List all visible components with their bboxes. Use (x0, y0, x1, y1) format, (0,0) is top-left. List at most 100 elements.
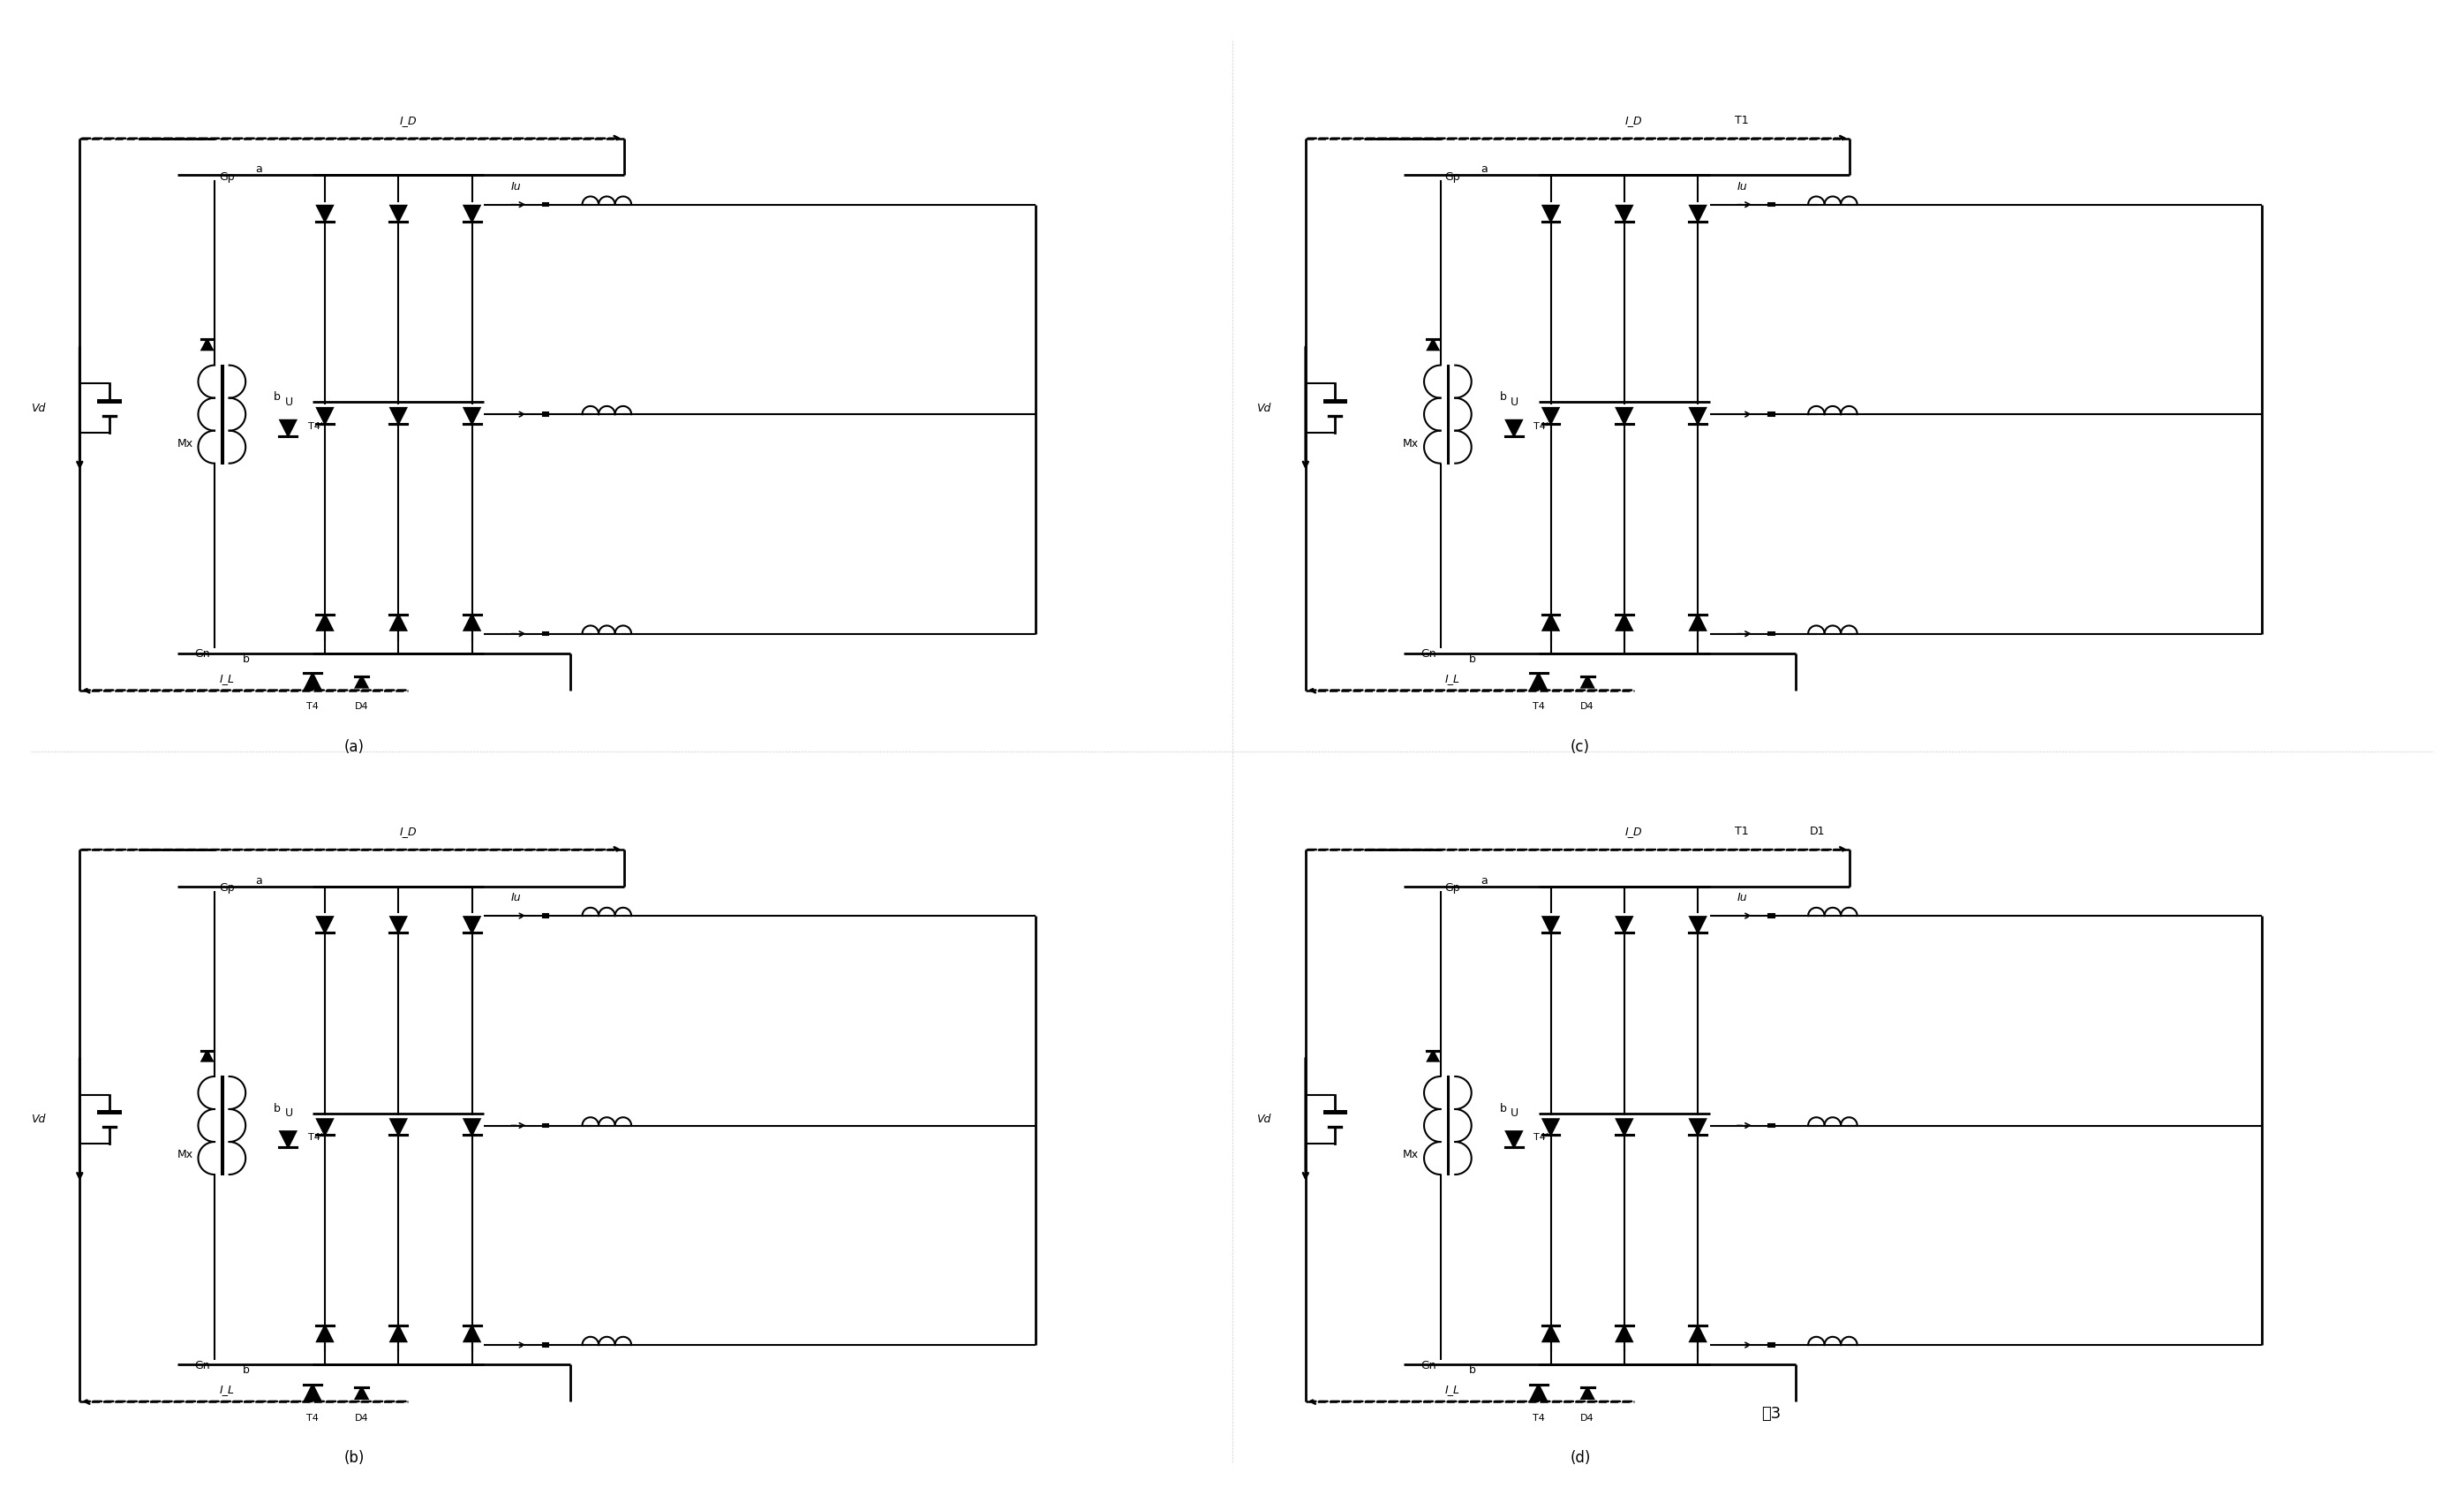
Polygon shape (281, 1132, 296, 1147)
Polygon shape (318, 1120, 333, 1135)
Polygon shape (1582, 1387, 1594, 1399)
Text: Vd: Vd (1257, 1114, 1271, 1126)
Polygon shape (389, 1120, 407, 1135)
Polygon shape (1616, 1326, 1631, 1342)
Bar (1769, 1344, 1774, 1347)
Text: I_D: I_D (399, 114, 416, 126)
Text: T4: T4 (1533, 1414, 1545, 1422)
Text: b: b (1501, 1103, 1506, 1114)
Polygon shape (306, 1384, 320, 1401)
Polygon shape (1690, 917, 1705, 933)
Text: b: b (1469, 1365, 1476, 1377)
Polygon shape (1690, 206, 1705, 221)
Polygon shape (1542, 615, 1560, 630)
Polygon shape (1542, 1120, 1560, 1135)
Text: T4': T4' (308, 422, 323, 431)
Text: D4: D4 (355, 1414, 370, 1422)
Polygon shape (355, 1387, 367, 1399)
Bar (1769, 203, 1774, 206)
Text: U: U (1510, 1108, 1518, 1118)
Polygon shape (463, 206, 480, 221)
Text: T4: T4 (1533, 702, 1545, 711)
Text: I_L: I_L (1446, 673, 1461, 684)
Polygon shape (1542, 407, 1560, 424)
Text: a: a (1481, 164, 1488, 176)
Polygon shape (1506, 421, 1523, 436)
Bar (542, 203, 549, 206)
Text: U: U (286, 1108, 293, 1118)
Text: b: b (274, 1103, 281, 1114)
Text: a: a (256, 875, 261, 887)
Text: Mx: Mx (177, 437, 192, 449)
Text: I_D: I_D (399, 825, 416, 837)
Polygon shape (463, 917, 480, 933)
Polygon shape (1542, 206, 1560, 221)
Text: U: U (286, 397, 293, 407)
Polygon shape (389, 206, 407, 221)
Polygon shape (318, 917, 333, 933)
Polygon shape (463, 1120, 480, 1135)
Text: a: a (1481, 875, 1488, 887)
Text: D1: D1 (1809, 825, 1826, 837)
Text: (a): (a) (345, 739, 365, 755)
Bar (542, 914, 549, 917)
Polygon shape (318, 615, 333, 630)
Polygon shape (318, 206, 333, 221)
Polygon shape (1616, 1120, 1631, 1135)
Text: T4': T4' (308, 1133, 323, 1142)
Polygon shape (202, 1051, 212, 1061)
Polygon shape (1542, 1326, 1560, 1342)
Text: (d): (d) (1570, 1450, 1589, 1467)
Text: Iu: Iu (510, 180, 522, 192)
Text: a: a (256, 164, 261, 176)
Text: I_L: I_L (219, 673, 234, 684)
Text: T1: T1 (1735, 825, 1749, 837)
Text: D4: D4 (1579, 1414, 1594, 1422)
Text: I_L: I_L (1446, 1384, 1461, 1396)
Text: I_D: I_D (1626, 114, 1643, 126)
Text: I_L: I_L (219, 1384, 234, 1396)
Polygon shape (1616, 917, 1631, 933)
Text: Vd: Vd (30, 403, 44, 413)
Polygon shape (389, 917, 407, 933)
Text: Mx: Mx (177, 1150, 192, 1160)
Polygon shape (281, 421, 296, 436)
Polygon shape (318, 407, 333, 424)
Bar (542, 1344, 549, 1347)
Text: T4': T4' (1533, 1133, 1547, 1142)
Text: Gp: Gp (219, 882, 234, 894)
Polygon shape (1427, 1051, 1439, 1061)
Text: Mx: Mx (1402, 1150, 1419, 1160)
Text: Iu: Iu (510, 893, 522, 903)
Text: b: b (244, 1365, 249, 1377)
Polygon shape (1690, 407, 1705, 424)
Text: b: b (1501, 391, 1506, 403)
Text: Iu: Iu (1737, 893, 1747, 903)
Text: Gn: Gn (1419, 648, 1437, 660)
Bar (542, 1124, 549, 1127)
Bar (542, 633, 549, 636)
Polygon shape (1506, 1132, 1523, 1147)
Text: Vd: Vd (1257, 403, 1271, 413)
Polygon shape (1616, 407, 1631, 424)
Text: b: b (274, 391, 281, 403)
Polygon shape (355, 676, 367, 687)
Polygon shape (1542, 917, 1560, 933)
Polygon shape (1530, 673, 1547, 690)
Text: U: U (1510, 397, 1518, 407)
Text: D4: D4 (355, 702, 370, 711)
Text: I_D: I_D (1626, 825, 1643, 837)
Text: T1: T1 (1735, 114, 1749, 126)
Polygon shape (1616, 615, 1631, 630)
Text: T4: T4 (306, 1414, 318, 1422)
Text: Gp: Gp (219, 171, 234, 182)
Polygon shape (389, 615, 407, 630)
Text: T4: T4 (306, 702, 318, 711)
Bar (1769, 914, 1774, 917)
Bar (1769, 1124, 1774, 1127)
Polygon shape (463, 1326, 480, 1342)
Bar (1769, 413, 1774, 416)
Text: D4: D4 (1579, 702, 1594, 711)
Polygon shape (306, 673, 320, 690)
Text: Gn: Gn (195, 648, 209, 660)
